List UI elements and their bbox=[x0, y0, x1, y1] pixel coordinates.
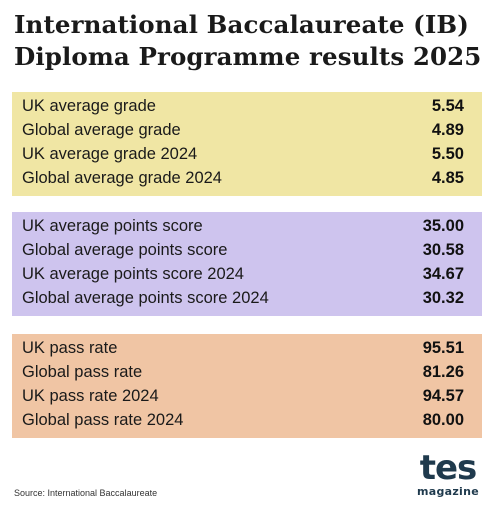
stat-label: Global average grade bbox=[22, 120, 181, 139]
stat-row: Global pass rate 2024 80.00 bbox=[22, 408, 464, 432]
stat-value: 5.54 bbox=[431, 96, 464, 115]
stat-row: Global pass rate 81.26 bbox=[22, 360, 464, 384]
stat-label: UK average grade 2024 bbox=[22, 144, 198, 163]
stat-value: 30.32 bbox=[422, 288, 464, 307]
stat-label: UK average points score 2024 bbox=[22, 264, 244, 283]
stat-row: UK average grade 5.54 bbox=[22, 94, 464, 118]
source-note: Source: International Baccalaureate bbox=[14, 488, 158, 498]
stat-label: UK pass rate bbox=[22, 338, 118, 357]
logo-wordmark: tes bbox=[419, 448, 478, 488]
logo-subtitle: magazine bbox=[416, 485, 480, 498]
stat-label: UK average grade bbox=[22, 96, 156, 115]
average-points-panel: UK average points score 35.00 Global ave… bbox=[12, 212, 482, 316]
stat-value: 4.89 bbox=[431, 120, 464, 139]
average-grade-panel: UK average grade 5.54 Global average gra… bbox=[12, 92, 482, 196]
pass-rate-panel: UK pass rate 95.51 Global pass rate 81.2… bbox=[12, 334, 482, 438]
stat-value: 80.00 bbox=[422, 410, 464, 429]
title-line-2: Diploma Programme results 2025 bbox=[14, 42, 482, 71]
stat-row: UK average points score 35.00 bbox=[22, 214, 464, 238]
stat-label: Global pass rate bbox=[22, 362, 143, 381]
stat-value: 30.58 bbox=[422, 240, 464, 259]
stat-value: 4.85 bbox=[431, 168, 464, 187]
stat-row: UK average grade 2024 5.50 bbox=[22, 142, 464, 166]
stat-label: Global average points score bbox=[22, 240, 228, 259]
stat-row: Global average grade 2024 4.85 bbox=[22, 166, 464, 190]
stat-row: UK average points score 2024 34.67 bbox=[22, 262, 464, 286]
stat-row: UK pass rate 2024 94.57 bbox=[22, 384, 464, 408]
stat-row: UK pass rate 95.51 bbox=[22, 336, 464, 360]
stat-value: 35.00 bbox=[422, 216, 464, 235]
stat-label: UK pass rate 2024 bbox=[22, 386, 159, 405]
stat-label: Global average points score 2024 bbox=[22, 288, 269, 307]
stat-value: 95.51 bbox=[422, 338, 464, 357]
stat-value: 34.67 bbox=[422, 264, 464, 283]
stat-value: 81.26 bbox=[422, 362, 464, 381]
stat-row: Global average grade 4.89 bbox=[22, 118, 464, 142]
stat-label: Global average grade 2024 bbox=[22, 168, 222, 187]
stat-label: Global pass rate 2024 bbox=[22, 410, 184, 429]
stat-row: Global average points score 30.58 bbox=[22, 238, 464, 262]
stat-value: 94.57 bbox=[422, 386, 464, 405]
tes-magazine-logo: tes magazine bbox=[410, 450, 486, 506]
stat-row: Global average points score 2024 30.32 bbox=[22, 286, 464, 310]
stat-label: UK average points score bbox=[22, 216, 203, 235]
title-line-1: International Baccalaureate (IB) bbox=[14, 10, 469, 39]
stat-value: 5.50 bbox=[431, 144, 464, 163]
page-title: International Baccalaureate (IB) Diploma… bbox=[14, 9, 489, 73]
